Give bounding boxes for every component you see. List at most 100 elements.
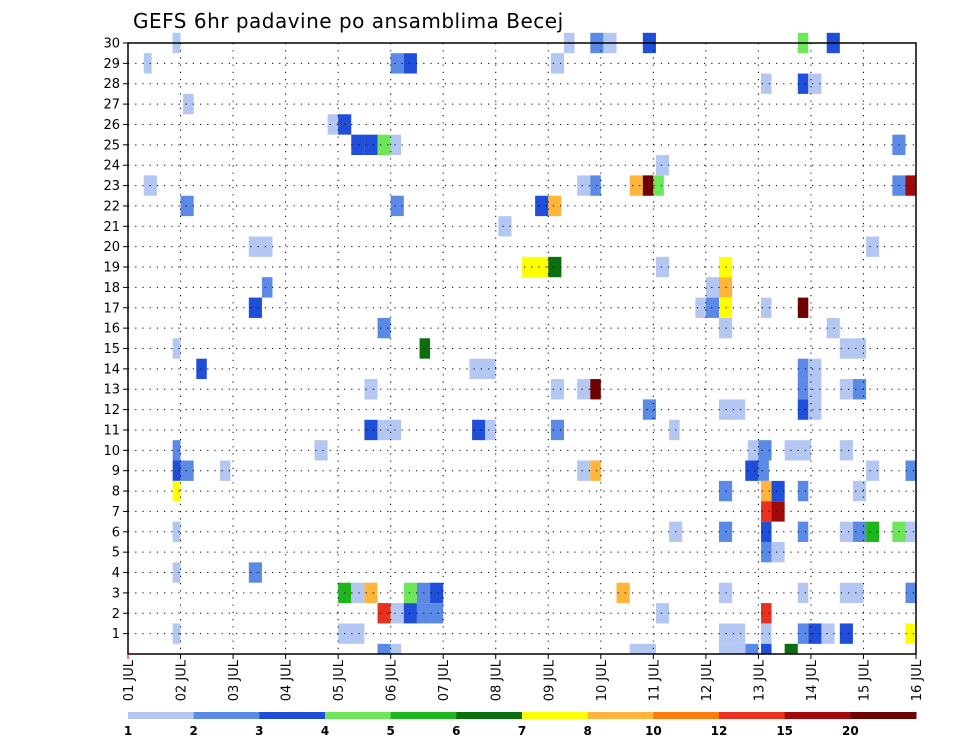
legend-swatch bbox=[784, 712, 851, 719]
legend-swatch bbox=[193, 712, 260, 719]
heatmap-cell bbox=[758, 460, 769, 481]
heatmap-cell bbox=[498, 216, 512, 237]
x-tick-label: 11 JUL bbox=[647, 659, 662, 701]
heatmap-cell bbox=[839, 379, 853, 400]
heatmap-cell bbox=[577, 379, 591, 400]
x-tick-label: 12 JUL bbox=[700, 659, 715, 701]
x-tick-label: 10 JUL bbox=[595, 659, 610, 701]
heatmap-cell bbox=[548, 195, 562, 217]
heatmap-cell bbox=[327, 114, 339, 135]
heatmap-cell bbox=[784, 643, 798, 654]
heatmap-cell bbox=[485, 419, 496, 441]
heatmap-cell bbox=[797, 623, 809, 644]
heatmap-cell bbox=[719, 277, 733, 298]
heatmap-cell bbox=[655, 603, 670, 624]
heatmap-cell bbox=[761, 541, 772, 563]
heatmap-cell bbox=[180, 460, 194, 481]
x-axis: 01 JUL 02 JUL 03 JUL 04 JUL 05 JUL 06 JUL 07 J… bbox=[122, 654, 925, 701]
heatmap-cell bbox=[590, 460, 601, 481]
heatmap-cell bbox=[797, 297, 809, 318]
y-tick-label: 7 bbox=[112, 505, 120, 520]
x-tick-label: 06 JUL bbox=[385, 659, 400, 701]
heatmap-cell bbox=[905, 623, 916, 644]
heatmap-cell bbox=[172, 521, 181, 542]
heatmap-cell bbox=[797, 521, 809, 542]
legend-swatch bbox=[850, 712, 917, 719]
heatmap-cell bbox=[196, 358, 207, 380]
heatmap-cell bbox=[821, 623, 835, 644]
heatmap-cell bbox=[839, 623, 853, 644]
x-tick-label: 07 JUL bbox=[437, 659, 452, 701]
y-tick-label: 30 bbox=[103, 37, 120, 52]
heatmap-cell bbox=[430, 582, 444, 604]
heatmap-cell bbox=[403, 582, 417, 604]
heatmap-cell bbox=[577, 460, 591, 481]
y-tick-label: 10 bbox=[103, 444, 120, 459]
heatmap-cell bbox=[261, 277, 273, 298]
y-tick-label: 17 bbox=[103, 301, 120, 316]
heatmap-cell bbox=[866, 236, 880, 257]
x-tick-label: 05 JUL bbox=[332, 659, 347, 701]
heatmap-cell bbox=[797, 582, 809, 604]
heatmap-cell bbox=[430, 603, 444, 624]
x-tick-label: 09 JUL bbox=[542, 659, 557, 701]
heatmap-cell bbox=[629, 175, 643, 196]
heatmap-cell bbox=[172, 562, 181, 583]
heatmap-cell bbox=[577, 175, 591, 196]
heatmap-cell bbox=[535, 195, 549, 217]
legend-label: 20 bbox=[842, 724, 859, 738]
heatmap-cell bbox=[390, 603, 404, 624]
heatmap-cell bbox=[719, 480, 733, 502]
heatmap-cell bbox=[797, 399, 809, 420]
x-tick-label: 08 JUL bbox=[490, 659, 505, 701]
heatmap-cell bbox=[653, 175, 664, 196]
heatmap-cell bbox=[761, 480, 772, 502]
legend-swatch bbox=[522, 712, 589, 719]
heatmap-cell bbox=[808, 399, 822, 420]
heatmap-cell bbox=[719, 317, 733, 339]
heatmap-cell bbox=[771, 541, 785, 563]
legend-swatch bbox=[456, 712, 523, 719]
legend-swatch bbox=[719, 712, 786, 719]
heatmap-cell bbox=[797, 480, 809, 502]
y-tick-label: 25 bbox=[103, 138, 120, 153]
y-tick-label: 19 bbox=[103, 261, 120, 276]
y-tick-label: 4 bbox=[112, 566, 120, 581]
y-tick-label: 1 bbox=[112, 627, 120, 642]
heatmap-cell bbox=[797, 358, 809, 380]
y-tick-label: 28 bbox=[103, 77, 120, 92]
heatmap-cell bbox=[852, 379, 867, 400]
heatmap-cell bbox=[866, 460, 880, 481]
legend-swatch bbox=[653, 712, 720, 719]
y-tick-label: 6 bbox=[112, 525, 120, 540]
y-tick-label: 5 bbox=[112, 546, 120, 561]
heatmap-cell bbox=[548, 256, 562, 278]
chart-title: GEFS 6hr padavine po ansamblima Becej bbox=[133, 9, 564, 33]
color-legend: 1 2 3 4 5 6 7 8 10 12 15 20 bbox=[124, 712, 917, 738]
heatmap-cell bbox=[745, 460, 759, 481]
heatmap-cell bbox=[808, 73, 822, 94]
y-tick-label: 11 bbox=[103, 423, 120, 438]
heatmap-cell bbox=[183, 93, 194, 115]
heatmap-cell bbox=[616, 582, 630, 604]
heatmap-cell bbox=[377, 419, 402, 441]
x-tick-label: 15 JUL bbox=[857, 659, 872, 701]
heatmap-cell bbox=[797, 73, 809, 94]
heatmap-cell bbox=[550, 379, 565, 400]
x-tick-label: 03 JUL bbox=[227, 659, 242, 701]
x-tick-label: 16 JUL bbox=[910, 659, 925, 701]
legend-swatch bbox=[325, 712, 392, 719]
heatmap-cell bbox=[808, 379, 822, 400]
legend-label: 12 bbox=[711, 724, 728, 738]
heatmap-cell bbox=[797, 379, 809, 400]
x-tick-label: 04 JUL bbox=[280, 659, 295, 701]
heatmap-cell bbox=[469, 358, 496, 380]
heatmap-cell bbox=[761, 297, 772, 318]
heatmap-cell bbox=[719, 582, 733, 604]
heatmap-cell bbox=[761, 521, 772, 542]
heatmap-cell bbox=[719, 256, 733, 278]
heatmap-cell bbox=[761, 73, 772, 94]
heatmap-cell bbox=[747, 440, 759, 461]
y-tick-label: 22 bbox=[103, 199, 120, 214]
